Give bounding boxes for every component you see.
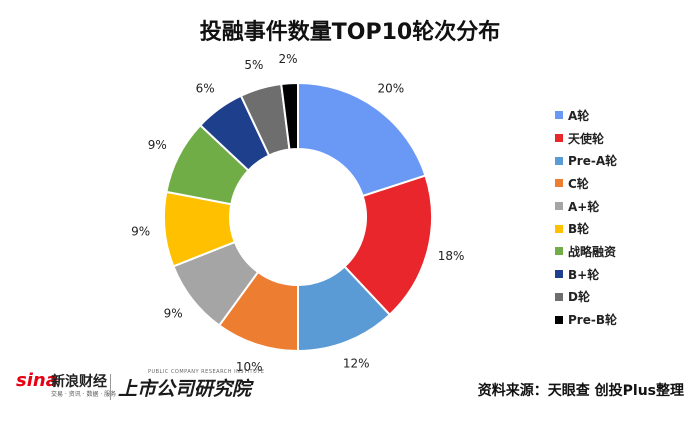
sina-finance-brand: 新浪财经: [51, 374, 107, 390]
legend-swatch: [555, 179, 563, 188]
legend-label: 天使轮: [568, 131, 605, 146]
institute-subtitle: PUBLIC COMPANY RESEARCH INSTITUTE: [148, 369, 265, 375]
legend-item: C轮: [555, 172, 695, 195]
slice-value-label: 18%: [438, 249, 465, 263]
chart-title: 投融事件数量TOP10轮次分布: [199, 20, 501, 45]
legend-item: B+轮: [555, 263, 695, 286]
slice-value-label: 2%: [279, 52, 298, 66]
legend-label: D轮: [568, 290, 590, 305]
sina-finance-logo: sina 新浪财经 交易 · 资讯 · 数据 · 服务: [16, 370, 117, 398]
slice-value-label: 5%: [244, 58, 263, 72]
legend: A轮天使轮 Pre-A轮 C轮 A+轮 B轮战略融资 B+轮 D轮 Pre-B轮: [555, 104, 695, 331]
slice-value-label: 9%: [131, 224, 150, 238]
legend-item: 天使轮: [555, 127, 695, 150]
legend-swatch: [555, 224, 563, 233]
donut-slice: [297, 81, 427, 198]
legend-label: A+轮: [568, 199, 600, 214]
legend-swatch: [555, 134, 563, 143]
legend-label: B轮: [568, 222, 590, 237]
legend-swatch: [555, 247, 563, 256]
legend-swatch: [555, 202, 563, 211]
slice-value-label: 9%: [148, 138, 167, 152]
legend-label: Pre-A轮: [568, 154, 618, 169]
legend-swatch: [555, 156, 563, 165]
slices-layer: [163, 81, 433, 353]
legend-swatch: [555, 292, 563, 301]
legend-item: Pre-A轮: [555, 149, 695, 172]
legend-item: D轮: [555, 286, 695, 309]
legend-label: C轮: [568, 176, 589, 191]
legend-item: 战略融资: [555, 240, 695, 263]
legend-swatch: [555, 111, 563, 120]
legend-label: 战略融资: [568, 244, 617, 259]
legend-swatch: [555, 315, 563, 324]
legend-item: A+轮: [555, 195, 695, 218]
legend-label: A轮: [568, 108, 590, 123]
donut-slice: [280, 81, 299, 151]
slice-value-label: 20%: [378, 82, 405, 96]
logo-divider: [110, 374, 111, 400]
sina-finance-tagline: 交易 · 资讯 · 数据 · 服务: [51, 391, 117, 398]
source-note: 资料来源：天眼查 创投Plus整理: [477, 383, 684, 399]
legend-swatch: [555, 270, 563, 279]
labels-layer: 20% 18% 12% 10% 9% 9% 9% 6% 5% 2%: [131, 52, 464, 374]
slice-value-label: 9%: [164, 306, 183, 320]
footer: sina 新浪财经 交易 · 资讯 · 数据 · 服务 PUBLIC COMPA…: [0, 366, 700, 421]
sina-wordmark: sina: [16, 370, 58, 391]
slice-value-label: 6%: [196, 82, 215, 96]
legend-item: A轮: [555, 104, 695, 127]
slice-value-label: 10%: [236, 360, 263, 374]
legend-label: Pre-B轮: [568, 313, 617, 328]
slice-value-label: 12%: [343, 356, 370, 370]
legend-label: B+轮: [568, 267, 600, 282]
institute-brand: 上市公司研究院: [118, 378, 252, 400]
legend-item: B轮: [555, 217, 695, 240]
legend-item: Pre-B轮: [555, 308, 695, 331]
